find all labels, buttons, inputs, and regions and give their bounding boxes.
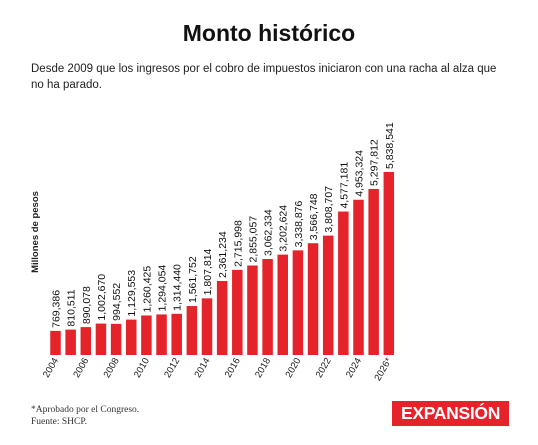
bar-2013 — [186, 306, 198, 355]
bars-group — [50, 172, 395, 355]
bar-2023 — [338, 211, 349, 355]
bar-2010 — [141, 315, 152, 355]
value-label-2022: 3,808,707 — [323, 186, 335, 233]
bar-2026* — [383, 172, 395, 355]
x-tick-2014: 2014 — [193, 356, 213, 380]
bar-2019 — [277, 254, 288, 355]
bar-2020 — [292, 250, 304, 355]
bar-2017 — [247, 265, 258, 355]
bar-2018 — [262, 259, 273, 355]
bar-2025 — [368, 188, 379, 355]
value-label-2008: 994,552 — [111, 283, 123, 321]
value-label-2016: 2,715,998 — [232, 220, 244, 267]
bar-2007 — [95, 323, 107, 355]
value-label-2025: 5,297,812 — [369, 139, 381, 186]
value-label-2018: 3,062,334 — [263, 209, 275, 256]
x-tick-2022: 2022 — [314, 356, 334, 380]
value-label-2023: 4,577,181 — [338, 162, 350, 209]
bar-2021 — [307, 243, 319, 355]
value-label-2026*: 5,838,541 — [384, 122, 396, 169]
value-label-2020: 3,338,876 — [293, 200, 305, 247]
x-tick-2020: 2020 — [283, 356, 303, 380]
x-tick-2006: 2006 — [71, 356, 91, 380]
value-label-2013: 1,561,752 — [187, 256, 199, 303]
footnote-note: *Aprobado por el Congreso. — [31, 405, 140, 415]
chart-title: Monto histórico — [182, 20, 356, 46]
x-tick-2008: 2008 — [102, 356, 122, 380]
bar-2016 — [232, 269, 243, 355]
value-label-2005: 810,511 — [66, 289, 78, 326]
bar-2009 — [126, 319, 137, 355]
value-label-2019: 3,202,624 — [278, 205, 290, 252]
x-tick-labels-group: 2004 2006 2008 2010 2012 2014 2016 2018 2020 2022… — [41, 356, 395, 383]
x-tick-2018: 2018 — [253, 356, 273, 380]
bar-2012 — [171, 313, 182, 355]
value-label-2006: 890,078 — [81, 286, 93, 324]
bar-2014 — [201, 298, 213, 355]
value-label-2021: 3,566,748 — [308, 193, 320, 240]
chart-subtitle: Desde 2009 que los ingresos por el cobro… — [31, 63, 497, 91]
bar-2024 — [353, 199, 364, 355]
value-label-2009: 1,129,553 — [126, 270, 138, 317]
value-label-2024: 4,953,324 — [354, 150, 366, 197]
footnotes: *Aprobado por el Congreso. Fuente: SHCP. — [31, 404, 139, 428]
value-label-2007: 1,002,670 — [96, 274, 108, 321]
value-labels-group: 769,386 810,511 890,078 1,002,670 994,552 1,1… — [51, 122, 396, 328]
value-label-2004: 769,386 — [51, 290, 63, 328]
bar-2006 — [80, 327, 92, 355]
bar-2005 — [65, 329, 76, 355]
value-label-2011: 1,294,054 — [157, 265, 169, 312]
value-label-2015: 2,361,234 — [217, 231, 229, 278]
bar-2008 — [110, 323, 122, 355]
x-tick-2026*: 2026* — [372, 356, 394, 383]
brand-logo: EXPANSIÓN — [392, 401, 509, 426]
value-label-2014: 1,807,814 — [202, 248, 214, 295]
x-tick-2004: 2004 — [41, 356, 61, 380]
value-label-2010: 1,260,425 — [141, 266, 153, 313]
bar-2015 — [216, 280, 228, 355]
bar-2022 — [322, 235, 334, 355]
bar-chart: 769,386 810,511 890,078 1,002,670 994,552 1,1… — [30, 122, 396, 383]
x-tick-2024: 2024 — [344, 356, 364, 380]
value-label-2017: 2,855,057 — [247, 216, 259, 263]
value-label-2012: 1,314,440 — [172, 264, 184, 311]
bar-2004 — [50, 330, 61, 355]
bar-2011 — [156, 314, 167, 355]
x-tick-2012: 2012 — [162, 356, 182, 380]
y-axis-label: Millones de pesos — [30, 191, 41, 273]
x-tick-2010: 2010 — [132, 356, 152, 380]
x-tick-2016: 2016 — [223, 356, 243, 380]
footnote-source: Fuente: SHCP. — [31, 417, 87, 427]
